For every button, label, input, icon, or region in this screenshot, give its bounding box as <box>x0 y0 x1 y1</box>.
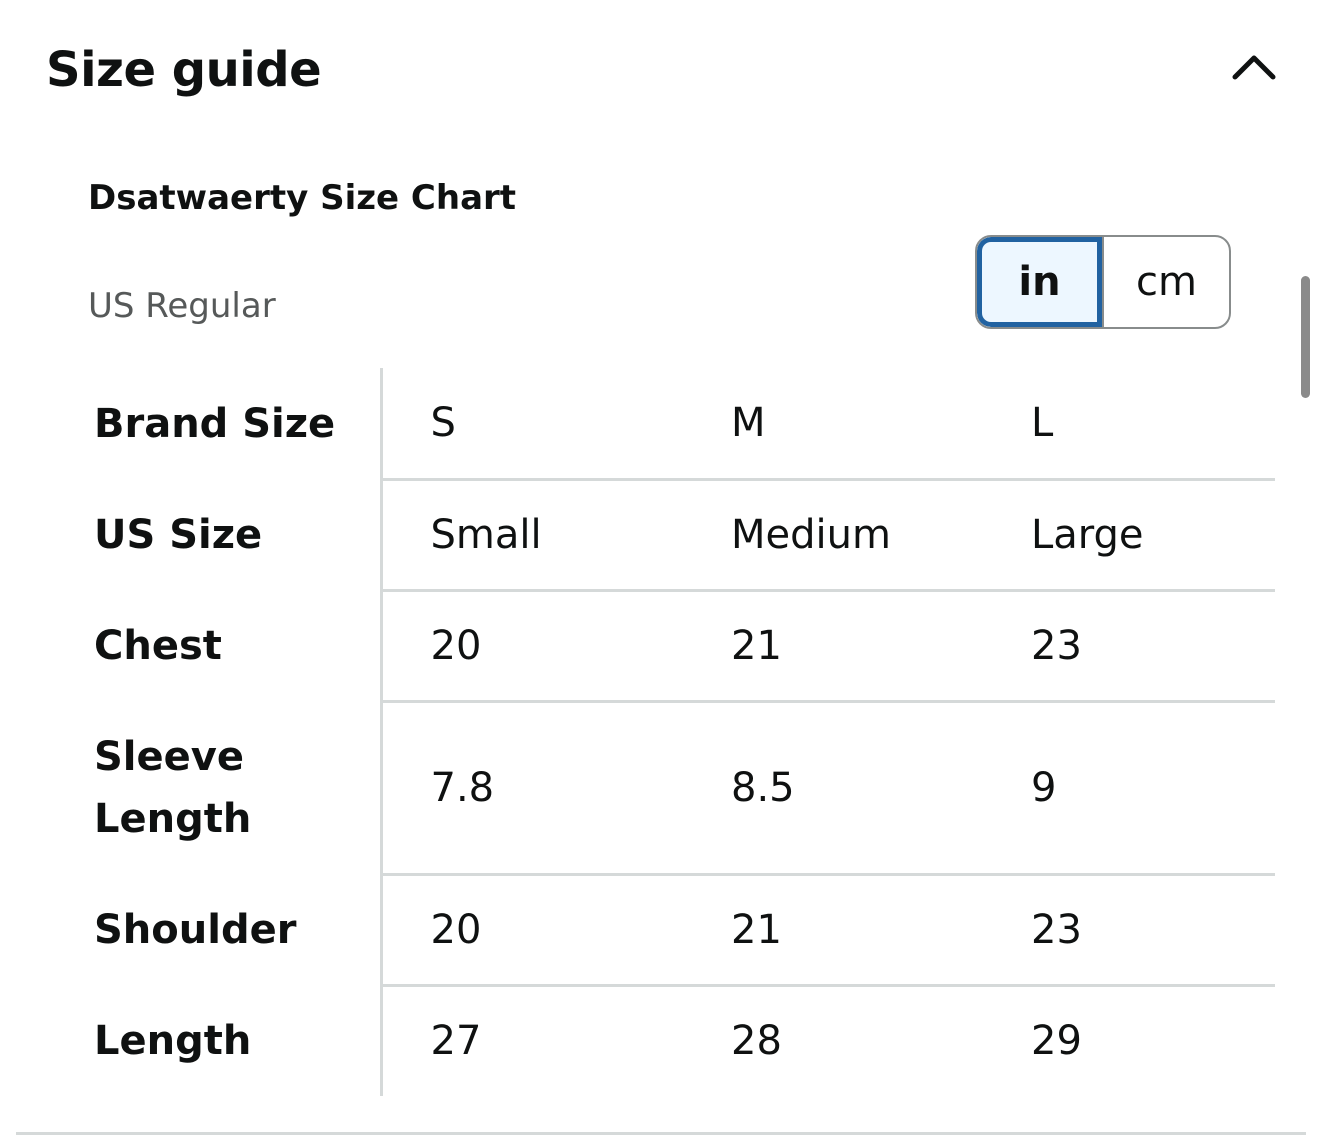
unit-toggle: in cm <box>975 235 1231 329</box>
table-cell: S <box>381 368 681 481</box>
table-cell: 7.8 <box>381 701 681 876</box>
unit-option-cm[interactable]: cm <box>1102 237 1229 327</box>
table-row: Sleeve Length 7.8 8.5 9 <box>70 701 1275 876</box>
table-cell: Medium <box>681 479 981 592</box>
panel-title: Size guide <box>46 42 322 98</box>
table-cell: Small <box>381 479 681 592</box>
table-cell: 9 <box>981 701 1275 876</box>
row-header: Chest <box>70 590 383 701</box>
table-cell: M <box>681 368 981 481</box>
table-row: Shoulder 20 21 23 <box>70 874 1275 987</box>
table-cell: 23 <box>981 874 1275 987</box>
table-cell: 29 <box>1031 1018 1082 1065</box>
table-cell: Large <box>981 479 1275 592</box>
scrollbar-thumb[interactable] <box>1301 276 1310 398</box>
table-cell: 23 <box>981 590 1275 703</box>
table-cell: 28 <box>731 1018 782 1065</box>
row-header: US Size <box>70 479 383 590</box>
table-cell: 8.5 <box>681 701 981 876</box>
row-header: Sleeve Length <box>70 701 383 874</box>
section-divider <box>16 1132 1306 1135</box>
unit-option-in[interactable]: in <box>977 237 1102 327</box>
size-region-label: US Regular <box>88 286 276 326</box>
chevron-up-icon <box>1232 55 1276 80</box>
table-row: Chest 20 21 23 <box>70 590 1275 703</box>
table-row: US Size Small Medium Large <box>70 479 1275 592</box>
size-chart-title: Dsatwaerty Size Chart <box>88 178 517 218</box>
collapse-button[interactable] <box>1222 38 1286 94</box>
row-header: Shoulder <box>70 874 383 985</box>
row-header: Brand Size <box>70 368 383 479</box>
table-cell: L <box>981 368 1275 481</box>
table-cell: 21 <box>681 874 981 987</box>
table-cell: 20 <box>381 874 681 987</box>
table-cell: 21 <box>681 590 981 703</box>
table-cell: 27 <box>430 1018 482 1065</box>
row-header: Length <box>70 985 383 1096</box>
table-row: Length 27 28 29 <box>70 985 1275 1096</box>
table-row: Brand Size S M L <box>70 368 1275 481</box>
size-table: Brand Size S M L US Size Small Medium La… <box>70 368 1275 1096</box>
table-cell: 20 <box>381 590 681 703</box>
